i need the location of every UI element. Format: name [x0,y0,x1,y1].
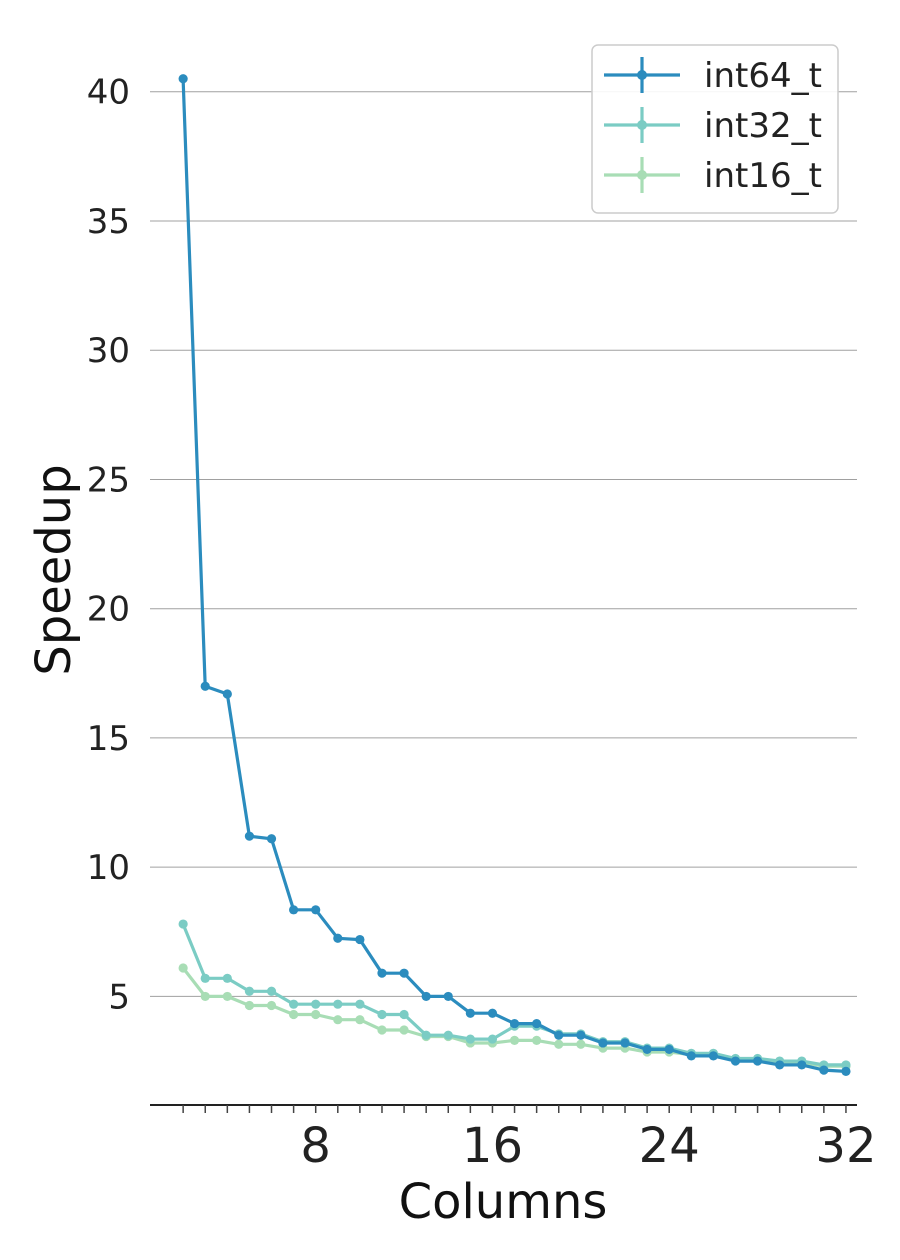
data-point [266,834,277,844]
data-point [178,963,188,973]
legend-swatch-marker [637,70,647,80]
series-line [181,78,847,1073]
series-int32_t [178,919,851,1070]
data-series [178,74,851,1076]
x-tick-label: 24 [639,1118,700,1174]
data-point [200,973,210,983]
data-point [532,1035,542,1045]
legend-label: int64_t [704,56,822,96]
legend: int64_t int32_t int16_t [591,44,839,214]
series-line [181,967,846,1068]
data-point [377,1009,387,1020]
data-point [355,934,365,945]
data-point [421,1030,431,1040]
legend-label: int16_t [704,156,822,196]
data-point [509,1035,520,1045]
data-point [333,999,343,1009]
series-int16_t [178,963,851,1071]
data-point [465,1008,475,1018]
data-point [819,1065,829,1075]
data-point [752,1056,763,1066]
legend-label: int32_t [704,106,822,146]
data-point [797,1060,807,1070]
series-int64_t [178,74,851,1076]
data-point [554,1030,564,1040]
data-point [664,1044,674,1055]
x-tick-label: 16 [462,1118,523,1174]
data-point [289,999,299,1009]
y-tick-label: 5 [108,977,130,1017]
x-tick-label: 32 [815,1118,876,1174]
data-point [289,905,299,915]
data-point [686,1051,696,1061]
data-point [222,973,232,983]
data-point [554,1039,564,1049]
data-point [532,1018,542,1029]
legend-swatch-marker [637,170,647,180]
y-tick-label: 35 [87,202,130,242]
data-point [222,689,232,699]
data-point [311,1009,321,1020]
data-point [333,933,343,943]
data-point [620,1038,630,1048]
data-point [841,1060,851,1070]
data-point [443,1030,453,1040]
data-point [244,1000,255,1011]
data-point [576,1039,586,1049]
data-point [178,919,188,929]
legend-box [591,44,839,214]
data-point [355,999,365,1009]
data-point [421,991,431,1002]
x-axis-title: Columns [399,1174,608,1230]
data-point [377,1025,387,1035]
x-tick-label: 8 [300,1118,331,1174]
y-tick-label: 40 [87,73,130,113]
data-point [178,74,188,84]
data-point [576,1030,586,1040]
data-point [509,1018,520,1029]
data-point [266,986,277,996]
data-point [443,991,453,1002]
y-tick-label: 15 [87,719,130,759]
data-point [775,1060,785,1070]
y-axis-ticks: 5 10 15 20 25 30 35 40 [87,73,130,1018]
data-point [355,1015,365,1025]
grid-lines [150,91,857,997]
data-point [311,999,321,1009]
data-point [465,1034,475,1044]
data-point [730,1056,741,1066]
data-point [708,1051,718,1061]
data-point [311,905,321,915]
data-point [222,991,232,1002]
data-point [598,1038,608,1048]
legend-swatch-marker [637,120,647,130]
data-point [200,991,210,1002]
data-point [399,1009,409,1020]
data-point [266,1000,277,1011]
data-point [399,1025,409,1035]
data-point [244,831,255,841]
data-point [244,986,255,996]
data-point [841,1066,851,1076]
y-axis-title: Speedup [26,464,82,675]
y-tick-label: 25 [87,460,130,500]
data-point [377,968,387,978]
x-axis: 8 16 24 32 [150,1104,876,1174]
data-point [289,1009,299,1020]
data-point [642,1044,652,1055]
data-point [487,1008,498,1018]
y-tick-label: 20 [87,590,130,630]
data-point [487,1034,498,1044]
data-point [200,681,210,691]
data-point [399,968,409,978]
y-tick-label: 30 [87,331,130,371]
y-tick-label: 10 [87,848,130,888]
data-point [333,1015,343,1025]
